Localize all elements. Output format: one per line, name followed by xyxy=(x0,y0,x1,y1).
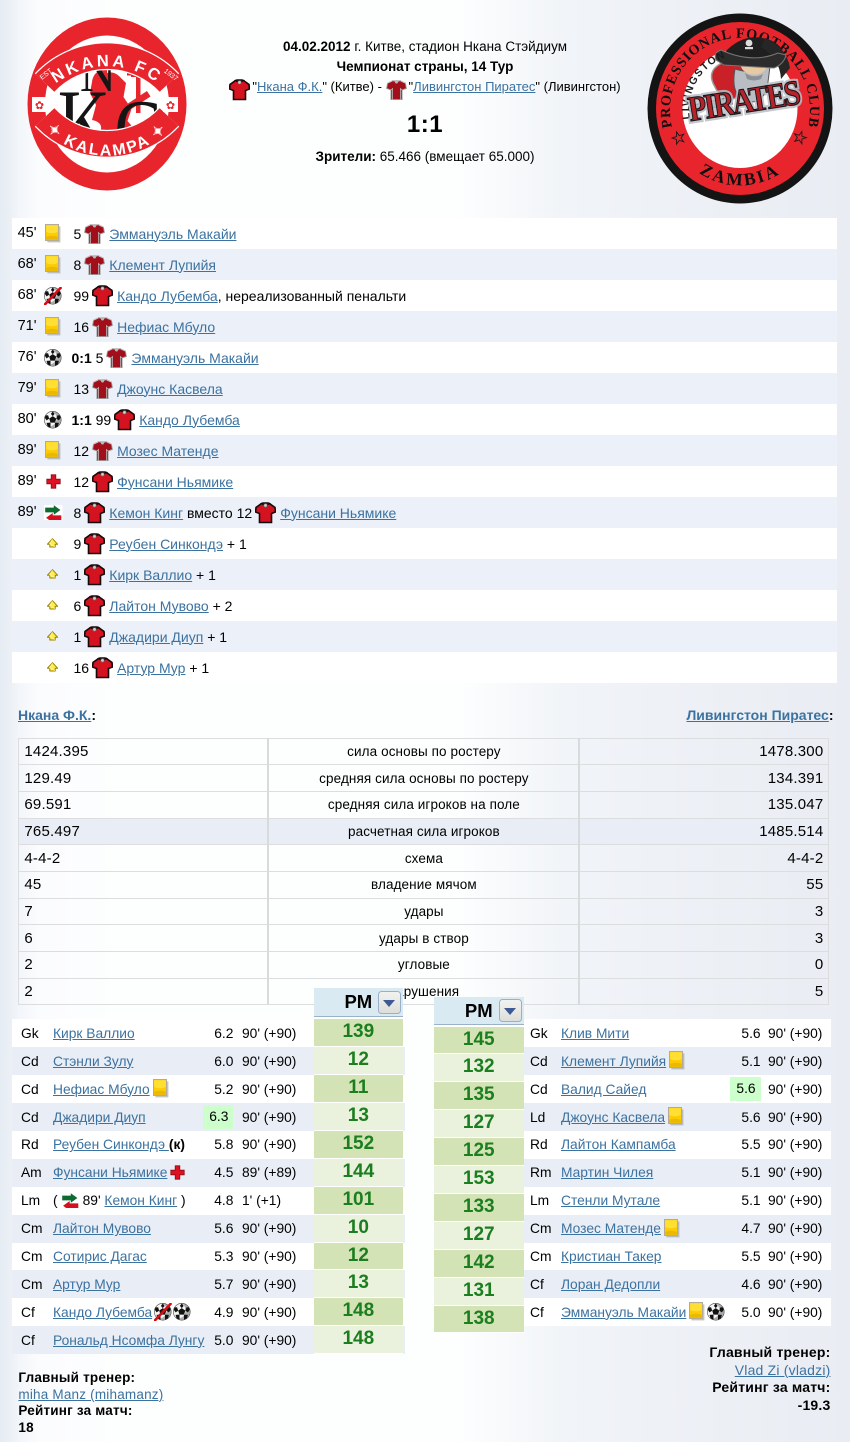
svg-text:✿: ✿ xyxy=(166,100,175,112)
svg-text:★: ★ xyxy=(669,128,688,149)
svg-text:✿: ✿ xyxy=(35,100,44,112)
svg-text:★: ★ xyxy=(790,128,809,149)
